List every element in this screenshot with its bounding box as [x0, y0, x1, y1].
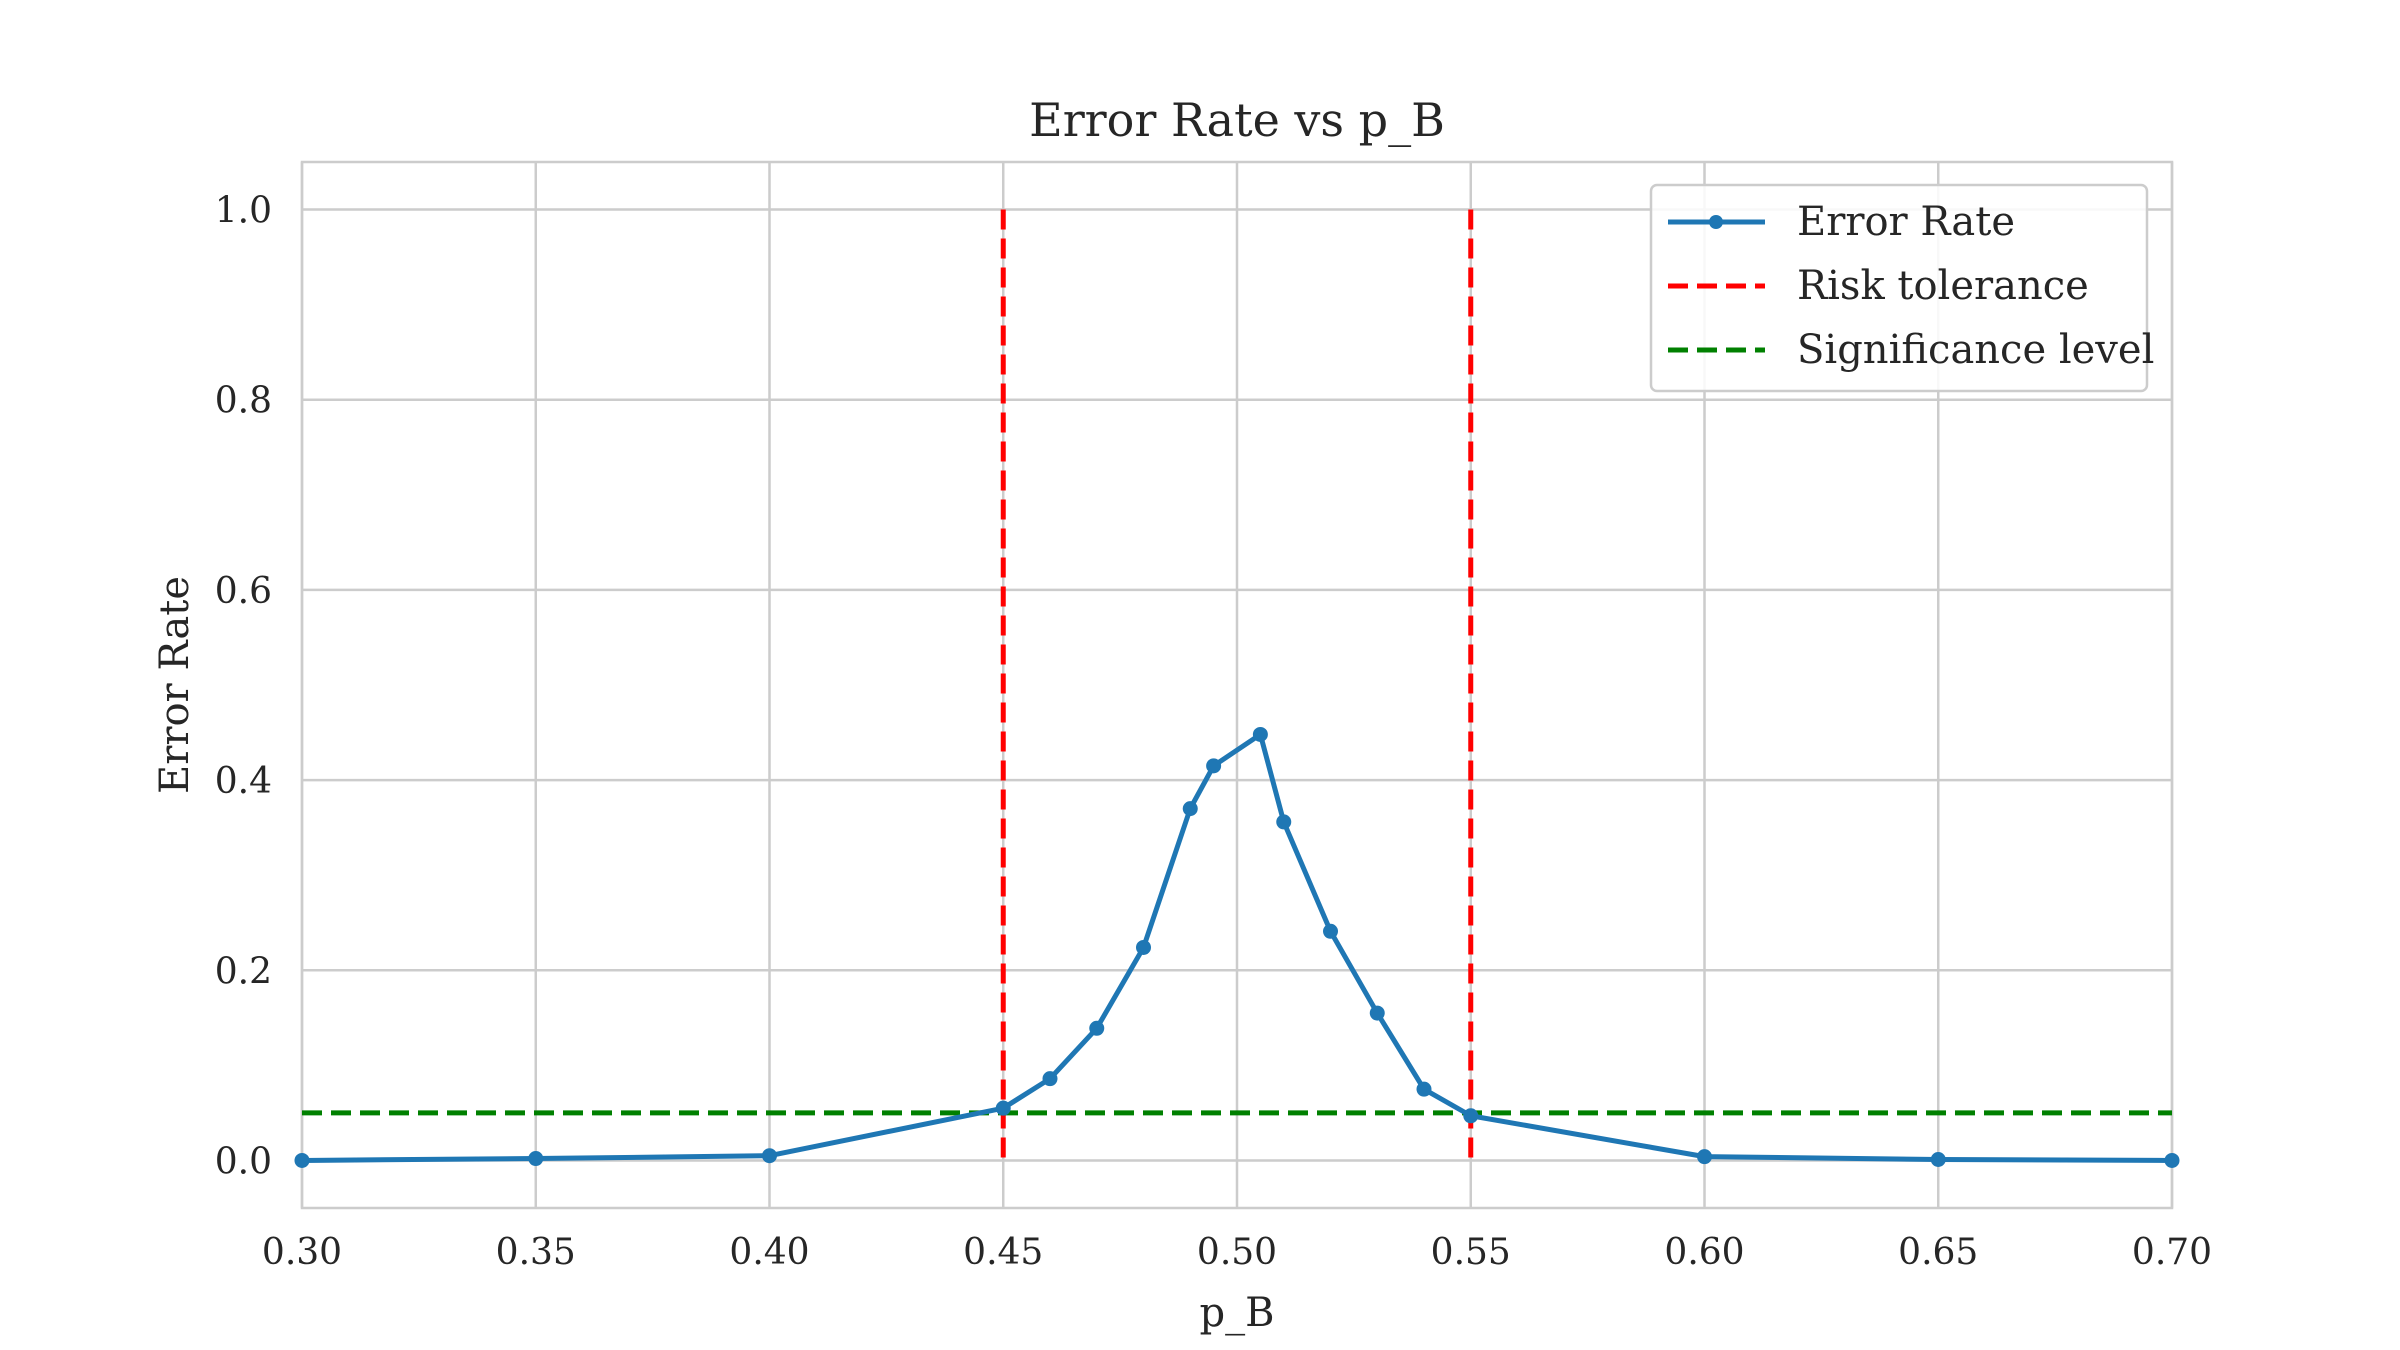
chart-title: Error Rate vs p_B [1029, 93, 1445, 147]
error-rate-point [294, 1152, 310, 1168]
error-rate-series-line [299, 731, 2175, 1163]
error-rate-point [995, 1100, 1011, 1116]
x-tick-label: 0.55 [1431, 1232, 1511, 1273]
error-rate-point [1463, 1108, 1479, 1124]
y-axis-label: Error Rate [152, 576, 198, 794]
error-rate-point [762, 1148, 777, 1164]
x-axis-label: p_B [1200, 1290, 1275, 1336]
error-rate-point [1416, 1081, 1432, 1097]
error-rate-point [2164, 1152, 2180, 1168]
error-rate-point [1089, 1020, 1105, 1036]
y-tick-label: 0.6 [215, 571, 272, 612]
legend-label-error-rate: Error Rate [1797, 199, 2015, 245]
y-tick-label: 1.0 [215, 191, 272, 232]
legend-box [1649, 183, 2149, 393]
y-axis-ticks: 0.0 0.2 0.4 0.6 0.8 1.0 [215, 191, 272, 1183]
legend-label-significance-level: Significance level [1797, 327, 2154, 373]
series-layer [294, 726, 2180, 1168]
error-rate-point [1369, 1005, 1385, 1021]
error-rate-point [1323, 923, 1338, 939]
y-tick-label: 0.4 [215, 761, 272, 802]
legend-entry-risk-tolerance: Risk tolerance [1668, 263, 2089, 309]
legend-entry-error-rate: Error Rate [1668, 199, 2015, 245]
error-rate-point [1206, 758, 1222, 774]
y-tick-label: 0.0 [215, 1141, 272, 1182]
x-tick-label: 0.30 [262, 1232, 342, 1273]
y-tick-label: 0.8 [215, 381, 272, 422]
x-tick-label: 0.65 [1898, 1232, 1978, 1273]
x-tick-label: 0.50 [1197, 1232, 1277, 1273]
x-tick-label: 0.45 [963, 1232, 1043, 1273]
reference-lines [302, 209, 2172, 1161]
x-tick-label: 0.35 [496, 1232, 576, 1273]
x-tick-label: 0.70 [2132, 1232, 2212, 1273]
legend-marker-error-rate [1709, 215, 1723, 229]
legend: Error Rate Risk tolerance Significance l… [1649, 183, 2154, 393]
error-rate-point [1930, 1152, 1946, 1168]
x-tick-label: 0.40 [729, 1232, 809, 1273]
error-rate-point [1136, 939, 1151, 955]
legend-label-risk-tolerance: Risk tolerance [1797, 263, 2089, 309]
x-tick-label: 0.60 [1664, 1232, 1744, 1273]
y-tick-label: 0.2 [215, 951, 272, 992]
error-rate-point [528, 1151, 544, 1167]
error-rate-point [1042, 1071, 1058, 1087]
error-rate-point [1252, 726, 1268, 742]
error-rate-point [1276, 814, 1292, 830]
error-rate-point [1697, 1149, 1712, 1165]
legend-entry-significance-level: Significance level [1668, 327, 2154, 373]
error-rate-point [1182, 801, 1198, 817]
x-axis-ticks: 0.30 0.35 0.40 0.45 0.50 0.55 0.60 0.65 0.70 [262, 1232, 2212, 1273]
